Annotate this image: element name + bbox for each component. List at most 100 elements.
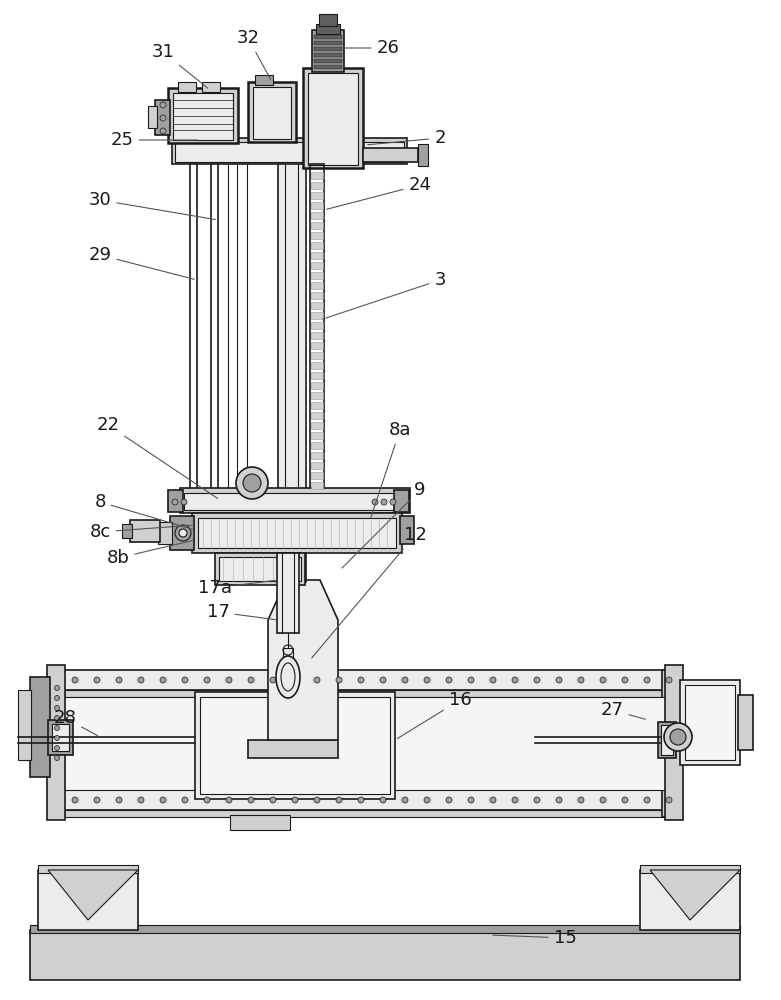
Bar xyxy=(278,150,306,582)
Bar xyxy=(18,690,31,760)
Bar xyxy=(230,815,290,830)
Bar xyxy=(178,82,196,92)
Bar xyxy=(52,724,69,751)
Circle shape xyxy=(600,797,606,803)
Bar xyxy=(277,553,299,633)
Circle shape xyxy=(644,677,650,683)
Bar xyxy=(311,332,323,339)
Bar xyxy=(200,697,390,794)
Circle shape xyxy=(622,677,628,683)
Bar xyxy=(310,164,324,494)
Circle shape xyxy=(556,797,562,803)
Bar xyxy=(202,82,220,92)
Text: 27: 27 xyxy=(601,701,645,719)
Text: 24: 24 xyxy=(326,176,431,209)
Text: 12: 12 xyxy=(312,526,426,658)
Text: 31: 31 xyxy=(152,43,208,88)
Circle shape xyxy=(336,677,342,683)
Bar xyxy=(311,292,323,299)
Bar xyxy=(311,202,323,209)
Circle shape xyxy=(248,677,254,683)
Circle shape xyxy=(226,677,232,683)
Circle shape xyxy=(666,677,672,683)
Bar xyxy=(55,810,670,817)
Circle shape xyxy=(468,797,474,803)
Bar xyxy=(55,670,63,817)
Text: 32: 32 xyxy=(237,29,271,80)
Text: 29: 29 xyxy=(88,246,194,279)
Bar xyxy=(314,35,342,39)
Circle shape xyxy=(578,797,584,803)
Bar xyxy=(170,516,194,550)
Circle shape xyxy=(116,677,122,683)
Circle shape xyxy=(644,797,650,803)
Bar xyxy=(30,930,740,980)
Circle shape xyxy=(94,797,100,803)
Bar xyxy=(172,138,407,164)
Text: 8: 8 xyxy=(95,493,192,529)
Circle shape xyxy=(534,797,540,803)
Circle shape xyxy=(578,677,584,683)
Bar xyxy=(192,513,402,553)
Circle shape xyxy=(248,797,254,803)
Bar xyxy=(400,516,414,544)
Bar xyxy=(311,392,323,399)
Circle shape xyxy=(270,797,276,803)
Polygon shape xyxy=(48,870,138,920)
Circle shape xyxy=(175,525,191,541)
Circle shape xyxy=(55,736,59,740)
Circle shape xyxy=(292,797,298,803)
Circle shape xyxy=(160,128,166,134)
Bar xyxy=(311,232,323,239)
Circle shape xyxy=(468,677,474,683)
Bar xyxy=(283,648,293,660)
Circle shape xyxy=(490,797,496,803)
Bar xyxy=(311,252,323,259)
Circle shape xyxy=(160,102,166,108)
Text: 17a: 17a xyxy=(198,579,275,597)
Bar xyxy=(312,30,344,72)
Bar xyxy=(680,680,740,765)
Bar xyxy=(661,725,673,755)
Polygon shape xyxy=(268,580,338,740)
Bar xyxy=(311,242,323,249)
Bar xyxy=(665,665,683,820)
Bar xyxy=(640,870,740,930)
Bar xyxy=(311,172,323,179)
Bar xyxy=(219,557,301,581)
Bar xyxy=(30,925,740,933)
Bar xyxy=(311,422,323,429)
Circle shape xyxy=(534,677,540,683)
Bar xyxy=(738,695,753,750)
Circle shape xyxy=(446,797,452,803)
Text: 26: 26 xyxy=(343,39,399,57)
Circle shape xyxy=(55,756,59,760)
Bar xyxy=(314,47,342,51)
Circle shape xyxy=(314,677,320,683)
Circle shape xyxy=(160,115,166,121)
Bar xyxy=(311,442,323,449)
Bar xyxy=(311,282,323,289)
Bar xyxy=(311,192,323,199)
Circle shape xyxy=(622,797,628,803)
Bar xyxy=(640,865,740,873)
Bar xyxy=(255,75,273,85)
Bar xyxy=(311,322,323,329)
Bar xyxy=(311,182,323,189)
Text: 8a: 8a xyxy=(371,421,412,517)
Bar xyxy=(311,222,323,229)
Text: 28: 28 xyxy=(54,709,98,736)
Text: 17: 17 xyxy=(206,603,275,621)
Circle shape xyxy=(236,467,268,499)
Bar xyxy=(658,722,676,758)
Text: 3: 3 xyxy=(323,271,446,319)
Circle shape xyxy=(424,797,430,803)
Circle shape xyxy=(179,529,187,537)
Bar xyxy=(173,93,233,140)
Circle shape xyxy=(358,677,364,683)
Bar xyxy=(311,482,323,489)
Bar xyxy=(122,524,132,538)
Circle shape xyxy=(55,746,59,750)
Circle shape xyxy=(55,716,59,720)
Bar xyxy=(319,14,337,26)
